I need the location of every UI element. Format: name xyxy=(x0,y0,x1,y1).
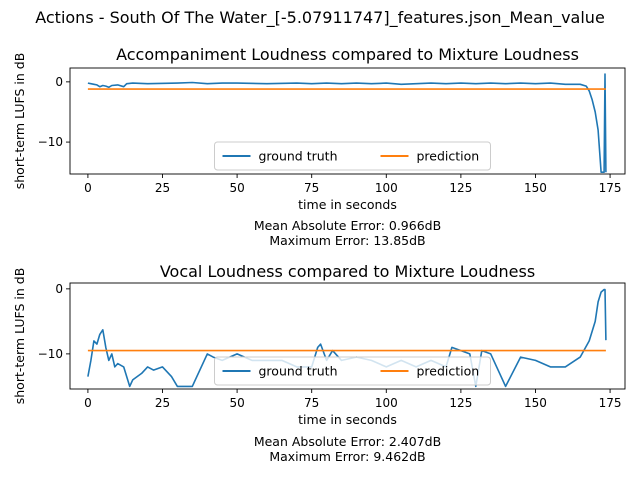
ground-truth-line xyxy=(87,73,607,173)
vocal-panel: Vocal Loudness compared to Mixture Loudn… xyxy=(12,262,626,464)
figure-suptitle: Actions - South Of The Water_[-5.0791174… xyxy=(35,8,605,28)
legend-box xyxy=(214,356,491,386)
x-tick-label: 25 xyxy=(155,396,170,410)
error-metric: Maximum Error: 9.462dB xyxy=(269,449,425,464)
x-tick-label: 75 xyxy=(304,396,319,410)
error-metric: Maximum Error: 13.85dB xyxy=(269,233,425,248)
chart-title: Accompaniment Loudness compared to Mixtu… xyxy=(116,45,579,64)
chart-title: Vocal Loudness compared to Mixture Loudn… xyxy=(160,262,535,281)
x-tick-label: 25 xyxy=(155,181,170,195)
x-tick-label: 150 xyxy=(524,181,547,195)
x-tick-label: 50 xyxy=(229,181,244,195)
x-tick-label: 0 xyxy=(84,181,92,195)
y-axis-label: short-term LUFS in dB xyxy=(12,268,27,405)
x-tick-label: 75 xyxy=(304,181,319,195)
legend: ground truth prediction xyxy=(214,356,491,386)
legend: ground truth prediction xyxy=(214,141,491,171)
x-tick-label: 100 xyxy=(375,181,398,195)
y-tick-label: 0 xyxy=(55,282,63,296)
series-group xyxy=(87,73,607,173)
legend-entry: ground truth xyxy=(259,364,338,379)
y-tick-label: −10 xyxy=(38,347,63,361)
x-tick-label: 125 xyxy=(449,181,472,195)
x-tick-label: 150 xyxy=(524,396,547,410)
x-axis-label: time in seconds xyxy=(298,197,397,212)
x-tick-label: 50 xyxy=(229,396,244,410)
x-tick-label: 175 xyxy=(599,181,622,195)
legend-entry: prediction xyxy=(417,364,480,379)
legend-box xyxy=(214,141,491,171)
x-axis-label: time in seconds xyxy=(298,412,397,427)
plot-frame xyxy=(69,282,626,390)
legend-entry: prediction xyxy=(417,149,480,164)
error-metric: Mean Absolute Error: 2.407dB xyxy=(254,434,441,449)
y-tick-label: 0 xyxy=(55,75,63,89)
x-tick-label: 0 xyxy=(84,396,92,410)
x-tick-label: 125 xyxy=(449,396,472,410)
y-tick-label: −10 xyxy=(38,135,63,149)
x-tick-label: 175 xyxy=(599,396,622,410)
accompaniment-panel: Accompaniment Loudness compared to Mixtu… xyxy=(12,45,626,248)
x-tick-label: 100 xyxy=(375,396,398,410)
error-metric: Mean Absolute Error: 0.966dB xyxy=(254,218,441,233)
legend-entry: ground truth xyxy=(259,149,338,164)
plot-frame xyxy=(69,67,626,175)
y-axis-label: short-term LUFS in dB xyxy=(12,53,27,190)
